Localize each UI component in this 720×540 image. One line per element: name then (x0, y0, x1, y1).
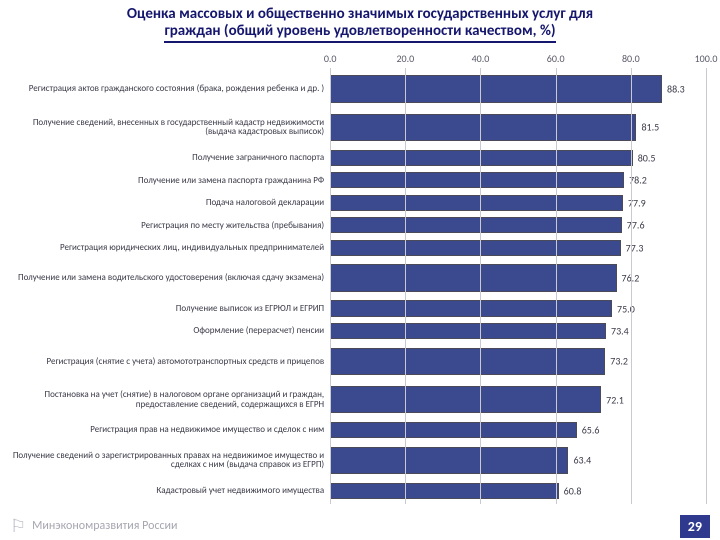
bar-zone: 73.4 (330, 320, 706, 343)
x-axis: 0.020.040.060.080.0100.0 (10, 52, 706, 68)
bar: 77.3 (330, 240, 621, 256)
gridline (706, 68, 707, 504)
bar-label: Регистрация прав на недвижимое имущество… (10, 425, 330, 434)
gridline (631, 68, 632, 504)
bar-zone: 72.1 (330, 381, 706, 419)
bar-value: 72.1 (606, 393, 624, 406)
bar-label: Регистрация юридических лиц, индивидуаль… (10, 243, 330, 252)
bar-zone: 76.2 (330, 259, 706, 297)
gridline (480, 68, 481, 504)
bar-value: 88.3 (667, 83, 685, 96)
bar: 65.6 (330, 422, 577, 438)
bar: 72.1 (330, 386, 601, 414)
bar-label: Получение заграничного паспорта (10, 153, 330, 162)
bar-row: Кадастровый учет недвижимого имущества60… (10, 480, 706, 503)
bar: 63.4 (330, 447, 568, 475)
bar-label: Получение сведений, внесенных в государс… (10, 118, 330, 137)
bar-row: Регистрация актов гражданского состояния… (10, 70, 706, 108)
gridline (330, 68, 331, 504)
emblem-icon: ⚐ (10, 515, 26, 537)
bar-row: Оформление (перерасчет) пенсии73.4 (10, 320, 706, 343)
chart-title: Оценка массовых и общественно значимых г… (0, 0, 720, 45)
bar: 81.5 (330, 114, 636, 142)
bar-value: 63.4 (573, 454, 591, 467)
bar-row: Регистрация юридических лиц, индивидуаль… (10, 237, 706, 260)
bar-label: Регистрация актов гражданского состояния… (10, 84, 330, 93)
bar-value: 80.5 (638, 151, 656, 164)
bar-label: Кадастровый учет недвижимого имущества (10, 486, 330, 495)
x-tick: 40.0 (472, 52, 490, 65)
bar-row: Регистрация прав на недвижимое имущество… (10, 419, 706, 442)
bar-label: Подача налоговой декларации (10, 198, 330, 207)
bar-value: 77.6 (627, 219, 645, 232)
footer: ⚐ Минэкономразвития России 29 (0, 512, 720, 540)
bar-zone: 63.4 (330, 441, 706, 479)
bar: 77.9 (330, 195, 623, 211)
bar-label: Регистрация (снятие с учета) автомототра… (10, 357, 330, 366)
bar-row: Получение сведений о зарегистрированных … (10, 441, 706, 479)
bar: 75.0 (330, 300, 612, 316)
bar-label: Постановка на учет (снятие) в налоговом … (10, 390, 330, 409)
bar-row: Постановка на учет (снятие) в налоговом … (10, 381, 706, 419)
gridline (405, 68, 406, 504)
bar-row: Получение выписок из ЕГРЮЛ и ЕГРИП75.0 (10, 297, 706, 320)
plot-area: Регистрация актов гражданского состояния… (10, 68, 706, 504)
bar-label: Получение или замена водительского удост… (10, 273, 330, 282)
bar-value: 60.8 (564, 484, 582, 497)
x-tick: 80.0 (622, 52, 640, 65)
bar-zone: 77.3 (330, 237, 706, 260)
bar-zone: 73.2 (330, 342, 706, 380)
bar: 73.4 (330, 323, 606, 339)
bar-value: 65.6 (582, 424, 600, 437)
x-tick: 0.0 (324, 52, 337, 65)
bar-rows: Регистрация актов гражданского состояния… (10, 70, 706, 502)
bar: 73.2 (330, 348, 605, 376)
gridline (556, 68, 557, 504)
bar-label: Получение или замена паспорта гражданина… (10, 176, 330, 185)
bar-label: Регистрация по месту жительства (пребыва… (10, 221, 330, 230)
x-tick: 60.0 (547, 52, 565, 65)
bar: 60.8 (330, 483, 559, 499)
bar-zone: 80.5 (330, 147, 706, 170)
bar-zone: 75.0 (330, 297, 706, 320)
bar-label: Получение выписок из ЕГРЮЛ и ЕГРИП (10, 304, 330, 313)
bar-zone: 81.5 (330, 108, 706, 146)
brand: ⚐ Минэкономразвития России (10, 515, 178, 537)
bar-row: Получение или замена паспорта гражданина… (10, 169, 706, 192)
bar-zone: 77.6 (330, 214, 706, 237)
bar-label: Оформление (перерасчет) пенсии (10, 326, 330, 335)
bar-row: Регистрация (снятие с учета) автомототра… (10, 342, 706, 380)
page-number: 29 (680, 515, 710, 538)
bar-value: 77.3 (626, 241, 644, 254)
bar-zone: 60.8 (330, 480, 706, 503)
bar-zone: 77.9 (330, 192, 706, 215)
bar: 77.6 (330, 217, 622, 233)
bar-value: 75.0 (617, 302, 635, 315)
bar-label: Получение сведений о зарегистрированных … (10, 451, 330, 470)
bar-zone: 65.6 (330, 419, 706, 442)
bar-value: 73.4 (611, 325, 629, 338)
bar-row: Получение сведений, внесенных в государс… (10, 108, 706, 146)
bar: 88.3 (330, 75, 662, 103)
bar-value: 81.5 (641, 121, 659, 134)
x-tick: 100.0 (695, 52, 718, 65)
bar-row: Подача налоговой декларации77.9 (10, 192, 706, 215)
x-tick: 20.0 (396, 52, 414, 65)
bar-row: Получение заграничного паспорта 80.5 (10, 147, 706, 170)
brand-text: Минэкономразвития России (32, 519, 177, 533)
bar: 78.2 (330, 172, 624, 188)
bar-zone: 88.3 (330, 70, 706, 108)
bar: 76.2 (330, 264, 616, 292)
chart: 0.020.040.060.080.0100.0 Регистрация акт… (10, 52, 706, 504)
bar-zone: 78.2 (330, 169, 706, 192)
bar-value: 73.2 (610, 355, 628, 368)
bar-row: Регистрация по месту жительства (пребыва… (10, 214, 706, 237)
bar-row: Получение или замена водительского удост… (10, 259, 706, 297)
